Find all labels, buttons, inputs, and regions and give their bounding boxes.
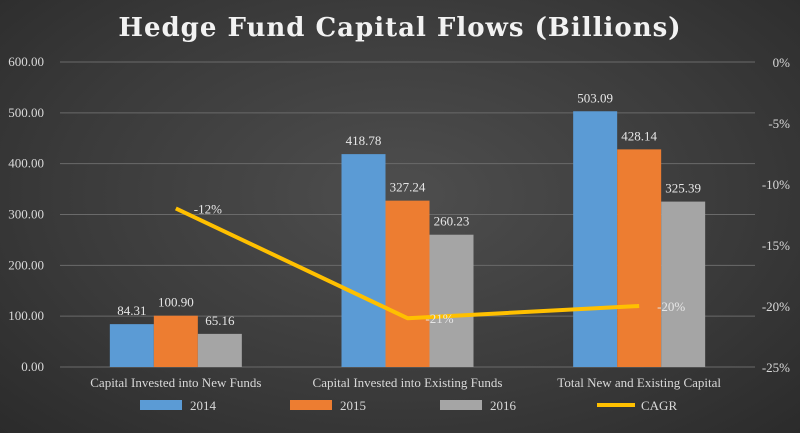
legend-2015-swatch (290, 400, 332, 410)
bar-2015 (385, 200, 430, 367)
chart-title: Hedge Fund Capital Flows (Billions) (118, 13, 681, 43)
cagr-line-series: -12% -21% -20% (174, 201, 685, 326)
cagr-data-label: -12% (194, 201, 222, 216)
bar-data-label: 260.23 (434, 214, 470, 229)
y2-tick-label: -15% (762, 238, 790, 253)
legend-2014-label: 2014 (190, 398, 217, 413)
bar-data-label: 503.09 (577, 90, 613, 105)
x-tick-label: Capital Invested into Existing Funds (313, 375, 503, 390)
legend-2015-label: 2015 (340, 398, 366, 413)
bar-data-label: 100.90 (158, 295, 194, 310)
bar-2016 (197, 333, 242, 367)
bar-2016 (429, 234, 474, 367)
legend-2016-swatch (440, 400, 482, 410)
y2-tick-label: 0% (773, 55, 791, 70)
bar-2015 (617, 149, 662, 367)
bar-data-label: 65.16 (205, 313, 235, 328)
bar-data-label: 327.24 (390, 180, 426, 195)
cagr-data-label: -21% (425, 311, 453, 326)
y2-tick-label: -10% (762, 177, 790, 192)
x-tick-label: Total New and Existing Capital (557, 375, 721, 390)
y-tick-label: 100.00 (8, 308, 44, 323)
y-tick-label: 0.00 (21, 359, 44, 374)
y-axis-ticks: 0.00 100.00 200.00 300.00 400.00 500.00 600.00 (8, 54, 44, 374)
y2-tick-label: -20% (762, 299, 790, 314)
bar-data-label: 418.78 (346, 133, 382, 148)
secondary-y-axis-ticks: -25% -20% -15% -10% -5% 0% (762, 55, 790, 375)
y-tick-label: 200.00 (8, 257, 44, 272)
x-tick-label: Capital Invested into New Funds (90, 375, 261, 390)
bar-series: 84.31 100.90 65.16 418.78 327.24 260.23 503.09… (109, 90, 706, 368)
x-axis-ticks: Capital Invested into New Funds Capital I… (90, 375, 721, 390)
legend: 2014 2015 2016 CAGR (140, 398, 677, 413)
bar-2016 (661, 201, 706, 367)
cagr-data-label: -20% (657, 299, 685, 314)
y-tick-label: 400.00 (8, 156, 44, 171)
bar-data-label: 325.39 (665, 181, 701, 196)
bar-2015 (153, 315, 198, 367)
legend-2016-label: 2016 (490, 398, 517, 413)
legend-cagr-label: CAGR (641, 398, 677, 413)
cagr-line (174, 206, 640, 321)
legend-2014-swatch (140, 400, 182, 410)
bar-2014 (573, 111, 618, 368)
y-tick-label: 500.00 (8, 105, 44, 120)
y2-tick-label: -25% (762, 360, 790, 375)
bar-data-label: 84.31 (117, 303, 146, 318)
y2-tick-label: -5% (768, 116, 790, 131)
y-tick-label: 300.00 (8, 207, 44, 222)
bar-2014 (341, 154, 386, 367)
y-tick-label: 600.00 (8, 54, 44, 69)
bar-2014 (109, 324, 154, 367)
bar-data-label: 428.14 (621, 128, 657, 143)
